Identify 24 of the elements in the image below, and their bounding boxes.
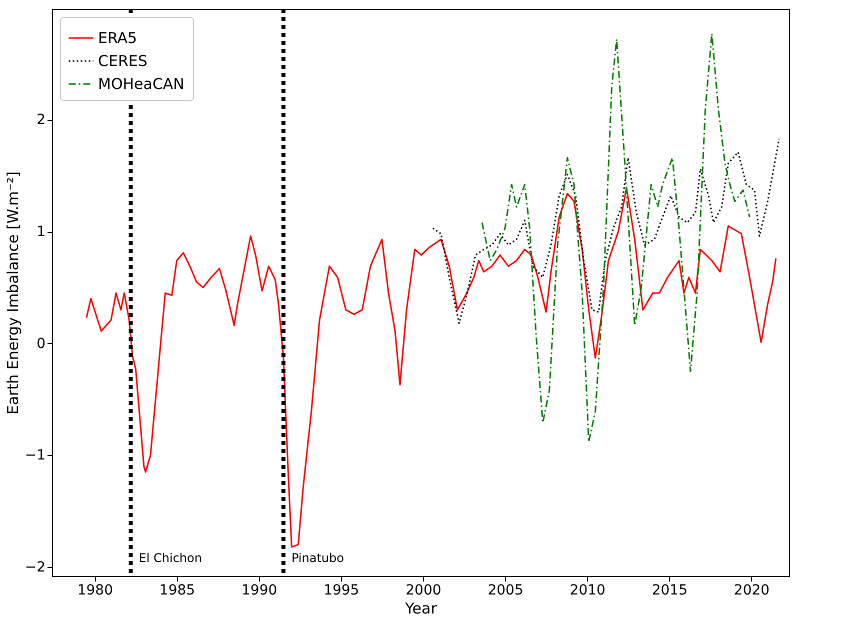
line-series [481, 32, 750, 443]
y-tick-label: −1 [24, 448, 46, 464]
x-tick-label: 2020 [734, 582, 770, 598]
x-axis-title: Year [404, 600, 438, 618]
y-axis-title: Earth Energy Imbalance [W.m⁻²] [4, 171, 22, 415]
line-series [432, 138, 780, 324]
legend-label: CERES [98, 52, 148, 70]
x-tick-label: 2010 [570, 582, 606, 598]
x-tick-label: 2015 [652, 582, 688, 598]
y-tick-label: 2 [36, 112, 46, 128]
legend-label: ERA5 [98, 29, 138, 47]
y-tick-label: −2 [24, 560, 46, 576]
legend-label: MOHeaCAN [98, 75, 184, 93]
y-tick-label: 0 [36, 336, 46, 352]
ref-line-label: Pinatubo [291, 551, 344, 565]
x-tick-label: 1990 [242, 582, 278, 598]
x-tick-label: 1995 [324, 582, 360, 598]
x-tick-label: 1985 [159, 582, 196, 598]
x-tick-label: 2000 [406, 582, 442, 598]
x-tick-label: 1980 [77, 582, 113, 598]
ref-line-label: El Chichon [138, 551, 202, 565]
line-series [86, 187, 777, 548]
y-tick-label: 1 [36, 224, 46, 240]
x-tick-label: 2005 [488, 582, 524, 598]
